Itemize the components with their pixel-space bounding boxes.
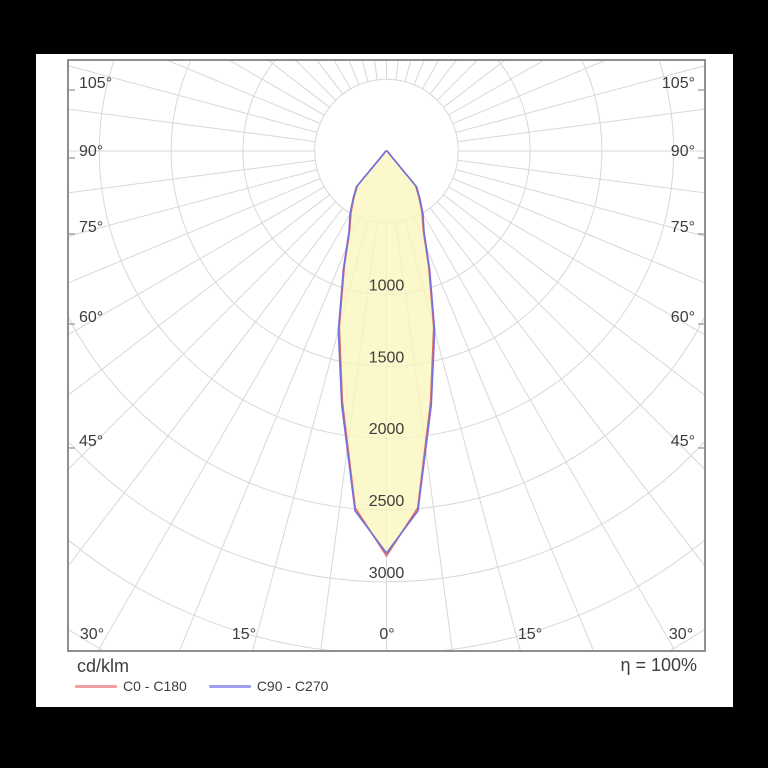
unit-label: cd/klm xyxy=(77,656,130,676)
angle-label-right: 90° xyxy=(671,143,695,160)
grid-ray xyxy=(455,169,704,237)
legend-label-c90-c270: C90 - C270 xyxy=(256,678,329,694)
legend-label-c0-c180: C0 - C180 xyxy=(123,678,187,694)
grid-ray xyxy=(179,217,360,650)
angle-label-bottom: 15° xyxy=(518,626,542,643)
legend-swatch-blue-line xyxy=(208,684,251,688)
grid-ray xyxy=(69,159,316,194)
curve-c90-c270 xyxy=(337,150,436,554)
angle-label-left: 75° xyxy=(79,219,103,236)
grid-ray xyxy=(69,186,325,335)
angle-label-left: 90° xyxy=(79,143,103,160)
grid-ray xyxy=(69,169,318,237)
angle-label-right: 75° xyxy=(671,219,695,236)
grid-ray xyxy=(404,220,521,650)
radial-tick-label: 3000 xyxy=(369,565,405,582)
beam-fill xyxy=(338,151,435,556)
grid-ray xyxy=(69,65,318,133)
grid-ray xyxy=(421,212,676,650)
polar-chart-frame: 1000 1500 2000 2500 3000 105° 90° 75° 60° 45° 105°… xyxy=(67,59,706,652)
grid-ray xyxy=(69,194,330,396)
radial-tick-label: 2500 xyxy=(369,493,405,510)
legend: C0 - C180 C90 - C270 xyxy=(75,677,350,695)
angle-label-left: 60° xyxy=(79,309,103,326)
legend-item-c0-c180: C0 - C180 xyxy=(75,678,187,694)
angle-label-left: 105° xyxy=(79,75,112,92)
grid-ray xyxy=(413,217,594,650)
grid-ray xyxy=(69,207,344,566)
grid-ray xyxy=(457,108,704,143)
grid-ray xyxy=(69,201,337,470)
grid-ray xyxy=(457,159,704,194)
grid-ray xyxy=(97,212,352,650)
grid-ray xyxy=(252,220,369,650)
diagram-panel: 1000 1500 2000 2500 3000 105° 90° 75° 60° 45° 105°… xyxy=(36,54,733,707)
grid-ray xyxy=(436,201,704,470)
radial-tick-label: 1500 xyxy=(369,349,405,366)
legend-item-c90-c270: C90 - C270 xyxy=(208,678,329,694)
angle-label-bottom: 15° xyxy=(232,626,256,643)
angle-label-right: 60° xyxy=(671,309,695,326)
angle-label-bottom: 30° xyxy=(80,626,104,643)
legend-swatch-red-line xyxy=(75,684,117,688)
grid-ray xyxy=(69,108,316,143)
angle-label-right: 105° xyxy=(662,75,695,92)
grid-ray xyxy=(429,207,704,566)
grid-ray xyxy=(452,61,606,124)
grid-ray xyxy=(452,178,704,284)
grid-ray xyxy=(455,65,704,133)
angle-label-bottom: 30° xyxy=(669,626,693,643)
efficiency-label: η = 100% xyxy=(620,655,697,675)
grid-ray xyxy=(69,178,321,284)
radial-tick-label: 2000 xyxy=(369,421,405,438)
angle-label-left: 45° xyxy=(79,433,103,450)
grid-ray xyxy=(167,61,321,124)
polar-photometric-chart: 1000 1500 2000 2500 3000 105° 90° 75° 60° 45° 105°… xyxy=(69,61,704,650)
angle-label-right: 45° xyxy=(671,433,695,450)
angle-label-bottom: 0° xyxy=(379,626,394,643)
radial-tick-label: 1000 xyxy=(369,278,405,295)
grid-ray xyxy=(443,194,704,396)
grid-ray xyxy=(448,186,704,335)
